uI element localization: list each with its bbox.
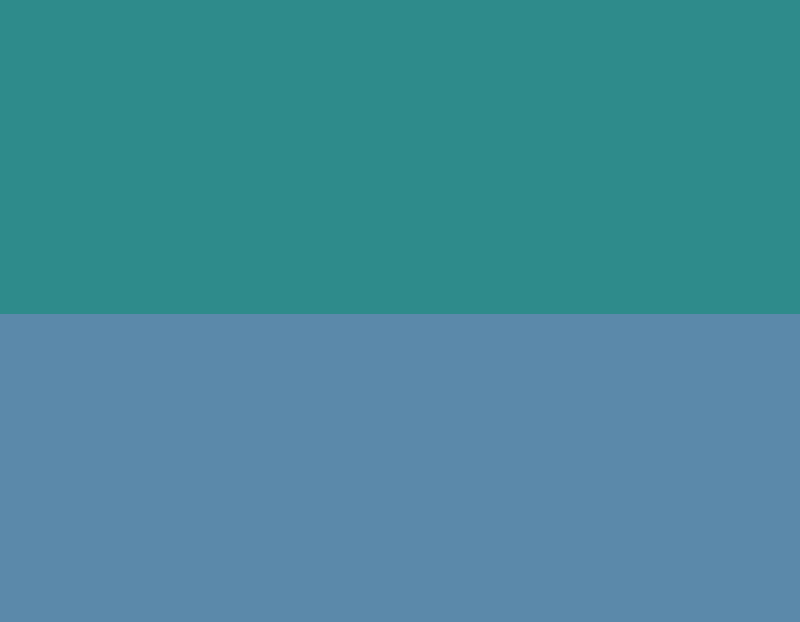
Title: East-West Magnetic Field Vector: East-West Magnetic Field Vector xyxy=(285,312,563,327)
Title: East-West Magnetic Field Vector   -  The Apophis Ra Observatory 52.56 N  1.95 W: East-West Magnetic Field Vector - The Ap… xyxy=(120,21,728,34)
Y-axis label: Rate of Change: Rate of Change xyxy=(0,402,11,499)
Y-axis label: Arbitrary Units: Arbitrary Units xyxy=(9,114,22,206)
X-axis label: Universal Time (UT) 8-9th September 2015: Universal Time (UT) 8-9th September 2015 xyxy=(273,308,575,320)
X-axis label: Universal Time 8-9th September 2015: Universal Time 8-9th September 2015 xyxy=(290,594,558,606)
